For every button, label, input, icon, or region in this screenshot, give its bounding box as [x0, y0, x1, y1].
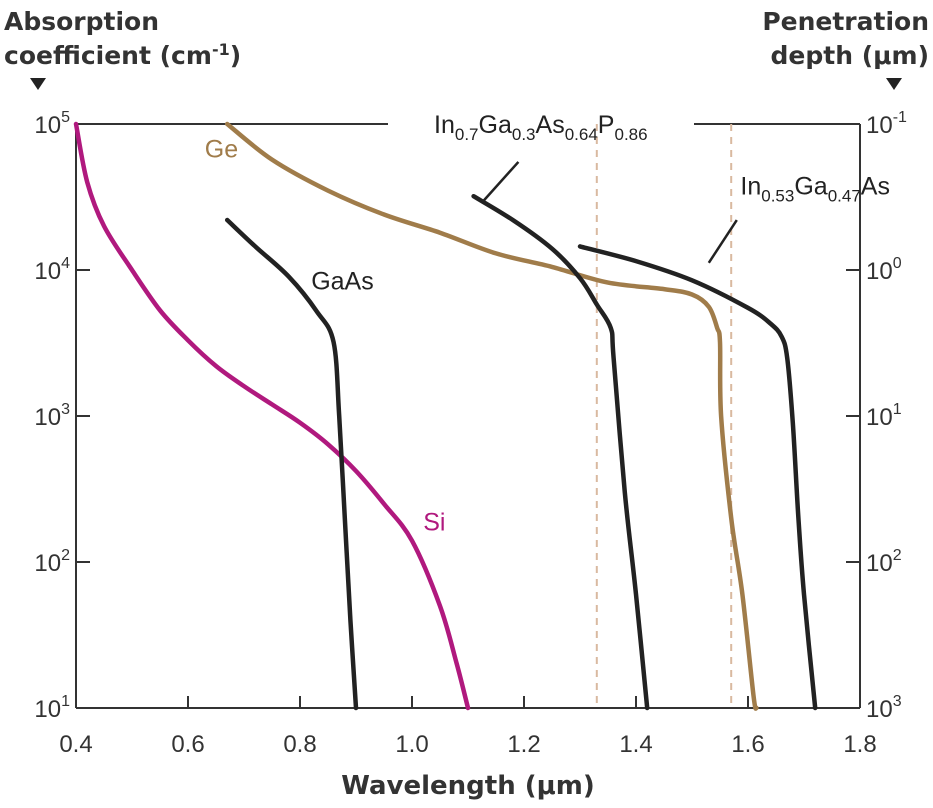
series-line-ge	[224, 121, 759, 711]
label-text: Si	[423, 508, 445, 536]
x-tick-label: 0.6	[171, 731, 204, 758]
y-tick-label-exp: 1	[61, 693, 70, 710]
x-tick-label: 0.8	[283, 731, 316, 758]
label-text: Ga	[479, 111, 512, 139]
y-tick-label-base: 10	[34, 112, 61, 139]
y-tick-label-base: 10	[34, 550, 61, 577]
y-tick-label-exp: 4	[61, 255, 70, 272]
y2-tick-label: 103	[866, 693, 902, 723]
y2-tick-label: 102	[866, 547, 902, 577]
y2-tick-label-base: 10	[866, 112, 893, 139]
reference-lines	[595, 124, 733, 708]
x-tick-label: 0.4	[59, 731, 92, 758]
y-axis-title-line2: coefficient (cm-1)	[4, 40, 241, 70]
plot-frame	[75, 123, 861, 709]
y-axis-arrow-icon	[30, 78, 46, 90]
y-tick-label: 101	[34, 693, 70, 723]
y2-tick-label: 100	[866, 255, 902, 285]
y-tick-label-base: 10	[34, 258, 61, 285]
series-label-in0-53ga0-47as: In0.53Ga0.47As	[740, 172, 890, 205]
x-tick-label: 1.2	[507, 731, 540, 758]
y-tick-label: 102	[34, 547, 70, 577]
y2-tick-label-base: 10	[866, 550, 893, 577]
label-subscript: 0.53	[761, 186, 794, 205]
y2-tick-label-base: 10	[866, 404, 893, 431]
y-tick-label-base: 10	[34, 404, 61, 431]
series-label-gaas: GaAs	[311, 267, 374, 295]
axis-ticks: 0.4 0.6 0.8 1.0 1.2 1.4 1.6 1.81011021031041051…	[34, 109, 907, 758]
series-labels: SiGeGaAsIn0.7Ga0.3As0.64P0.86In0.53Ga0.4…	[205, 111, 890, 536]
label-text: Ga	[794, 172, 827, 200]
series-line-in0-53ga0-47as	[577, 244, 818, 711]
x-axis-title: Wavelength (μm)	[341, 771, 595, 801]
label-text: Ge	[205, 135, 238, 163]
y-axis-title-unit-exp: -1	[212, 40, 230, 59]
y2-tick-label: 101	[866, 401, 902, 431]
label-subscript: 0.86	[614, 125, 647, 144]
y-axis-title-close: )	[230, 41, 241, 70]
series-line-in0-7ga0-3as0-64p0-86	[471, 193, 650, 711]
y2-axis-title-line2: depth (μm)	[771, 41, 930, 70]
y2-tick-label-base: 10	[866, 258, 893, 285]
y-axis-title-line1: Absorption	[4, 7, 159, 36]
y2-tick-label-exp: 1	[893, 401, 902, 418]
series-lines	[73, 121, 818, 711]
x-tick-label: 1.0	[395, 731, 428, 758]
y2-tick-label-exp: -1	[893, 109, 907, 126]
y-tick-label-base: 10	[34, 696, 61, 723]
y2-tick-label-exp: 2	[893, 547, 902, 564]
x-tick-label: 1.6	[731, 731, 764, 758]
y-axis-title-main: coefficient (cm	[4, 41, 212, 70]
y-tick-label: 104	[34, 255, 70, 285]
series-line-si	[73, 121, 471, 711]
leader-line-in0-53ga0-47as	[707, 219, 738, 264]
label-subscript: 0.64	[565, 125, 598, 144]
series-line-gaas	[224, 217, 359, 711]
y-tick-label-exp: 2	[61, 547, 70, 564]
label-subscript: 0.47	[828, 186, 861, 205]
x-tick-label: 1.4	[619, 731, 652, 758]
y-tick-label: 103	[34, 401, 70, 431]
y-tick-label-exp: 5	[61, 109, 70, 126]
series-label-in0-7ga0-3as0-64p0-86: In0.7Ga0.3As0.64P0.86	[434, 111, 648, 144]
y-tick-label-exp: 3	[61, 401, 70, 418]
y-tick-label: 105	[34, 109, 70, 139]
label-text: P	[598, 111, 615, 139]
y2-tick-label-exp: 3	[893, 693, 902, 710]
series-label-ge: Ge	[205, 135, 238, 163]
y2-axis-title-line1: Penetration	[762, 7, 929, 36]
label-text: GaAs	[311, 267, 374, 295]
series-label-si: Si	[423, 508, 445, 536]
y2-tick-label-exp: 0	[893, 255, 902, 272]
label-text: In	[434, 111, 455, 139]
y2-axis-arrow-icon	[886, 78, 902, 90]
y2-tick-label-base: 10	[866, 696, 893, 723]
leader-line-in0-7ga0-3as0-64p0-86	[481, 161, 520, 204]
label-subscript: 0.7	[455, 125, 479, 144]
x-tick-label: 1.8	[843, 731, 876, 758]
label-text: As	[536, 111, 565, 139]
label-text: As	[861, 172, 890, 200]
label-text: In	[740, 172, 761, 200]
y2-tick-label: 10-1	[866, 109, 907, 139]
label-subscript: 0.3	[512, 125, 536, 144]
